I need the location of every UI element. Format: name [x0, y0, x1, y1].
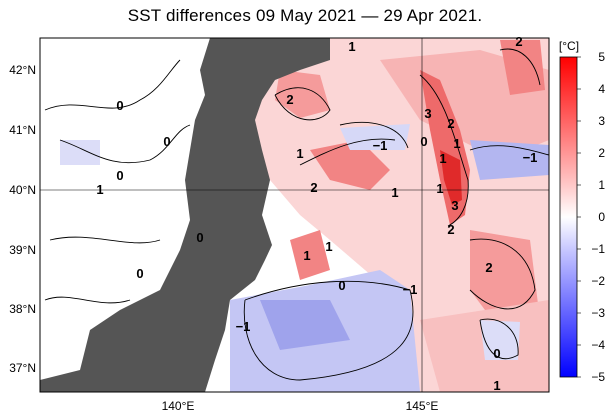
sst-field	[40, 38, 549, 392]
colorbar: [°C] 5 4 3 2 1 0 −1 −2 −3 −4 −5	[559, 39, 605, 384]
lat-label: 38°N	[9, 302, 36, 316]
contour-label: −1	[373, 138, 388, 153]
contour-label: 1	[493, 378, 500, 393]
contour-label: 2	[485, 260, 492, 275]
lon-label: 140°E	[162, 399, 195, 413]
lon-label: 145°E	[406, 399, 439, 413]
contour-label: 0	[136, 266, 143, 281]
colorbar-tick: 2	[598, 146, 605, 160]
contour-label: 1	[453, 136, 460, 151]
lat-label: 42°N	[9, 63, 36, 77]
contour-label: −1	[403, 282, 418, 297]
contour-label: 0	[163, 134, 170, 149]
colorbar-unit: [°C]	[559, 39, 579, 53]
contour-label: 1	[391, 185, 398, 200]
colorbar-tick: −1	[591, 242, 605, 256]
contour-label: 1	[303, 248, 310, 263]
contour-labels: 2 1 0 0 1 2 2 3 2 1 1 −1 0 −1 1 1 1 0 1 …	[96, 34, 537, 393]
colorbar-tick: 3	[598, 114, 605, 128]
land-mass	[40, 38, 330, 392]
colorbar-tick: −2	[591, 274, 605, 288]
contour-label: 0	[420, 134, 427, 149]
colorbar-tick: 0	[598, 210, 605, 224]
contour-label: 2	[286, 92, 293, 107]
contour-label: 1	[348, 39, 355, 54]
colorbar-tick: −4	[591, 338, 605, 352]
colorbar-tick: 1	[598, 178, 605, 192]
colorbar-tick: 5	[598, 50, 605, 64]
contour-label: −1	[523, 150, 538, 165]
contour-label: 0	[116, 168, 123, 183]
contour-label: 3	[424, 106, 431, 121]
contour-label: 1	[439, 151, 446, 166]
map-title: SST differences 09 May 2021 — 29 Apr 202…	[127, 6, 483, 25]
lat-label: 39°N	[9, 243, 36, 257]
plot-frame	[39, 37, 550, 393]
contour-label: 1	[325, 239, 332, 254]
contour-label: 0	[338, 278, 345, 293]
contour-label: 2	[310, 180, 317, 195]
lat-label: 40°N	[9, 183, 36, 197]
contour-label: 2	[515, 34, 522, 49]
lat-label: 41°N	[9, 123, 36, 137]
colorbar-tick: 4	[598, 82, 605, 96]
colorbar-tick: −5	[591, 370, 605, 384]
latitude-labels: 42°N 41°N 40°N 39°N 38°N 37°N	[9, 63, 36, 375]
contour-label: 0	[196, 230, 203, 245]
contour-label: 1	[296, 146, 303, 161]
contour-label: 2	[447, 222, 454, 237]
contour-label: −1	[236, 319, 251, 334]
contour-label: 1	[96, 182, 103, 197]
longitude-labels: 140°E 145°E	[162, 399, 439, 413]
lat-label: 37°N	[9, 361, 36, 375]
contour-label: 0	[493, 346, 500, 361]
contour-label: 1	[436, 181, 443, 196]
contour-label: 3	[451, 198, 458, 213]
colorbar-tick: −3	[591, 306, 605, 320]
contour-label: 0	[116, 98, 123, 113]
contour-label: 2	[447, 116, 454, 131]
